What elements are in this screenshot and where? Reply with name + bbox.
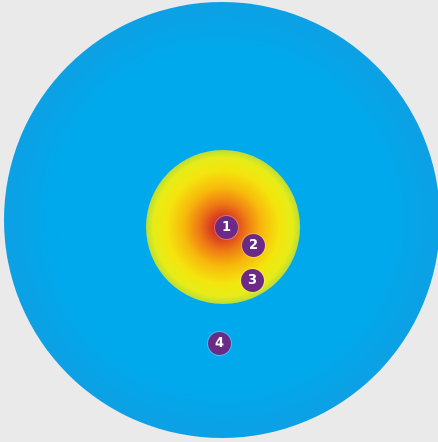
marker-4: 4 [208, 332, 231, 355]
marker-1: 1 [215, 216, 238, 239]
marker-2: 2 [242, 234, 265, 257]
marker-3: 3 [241, 269, 264, 292]
